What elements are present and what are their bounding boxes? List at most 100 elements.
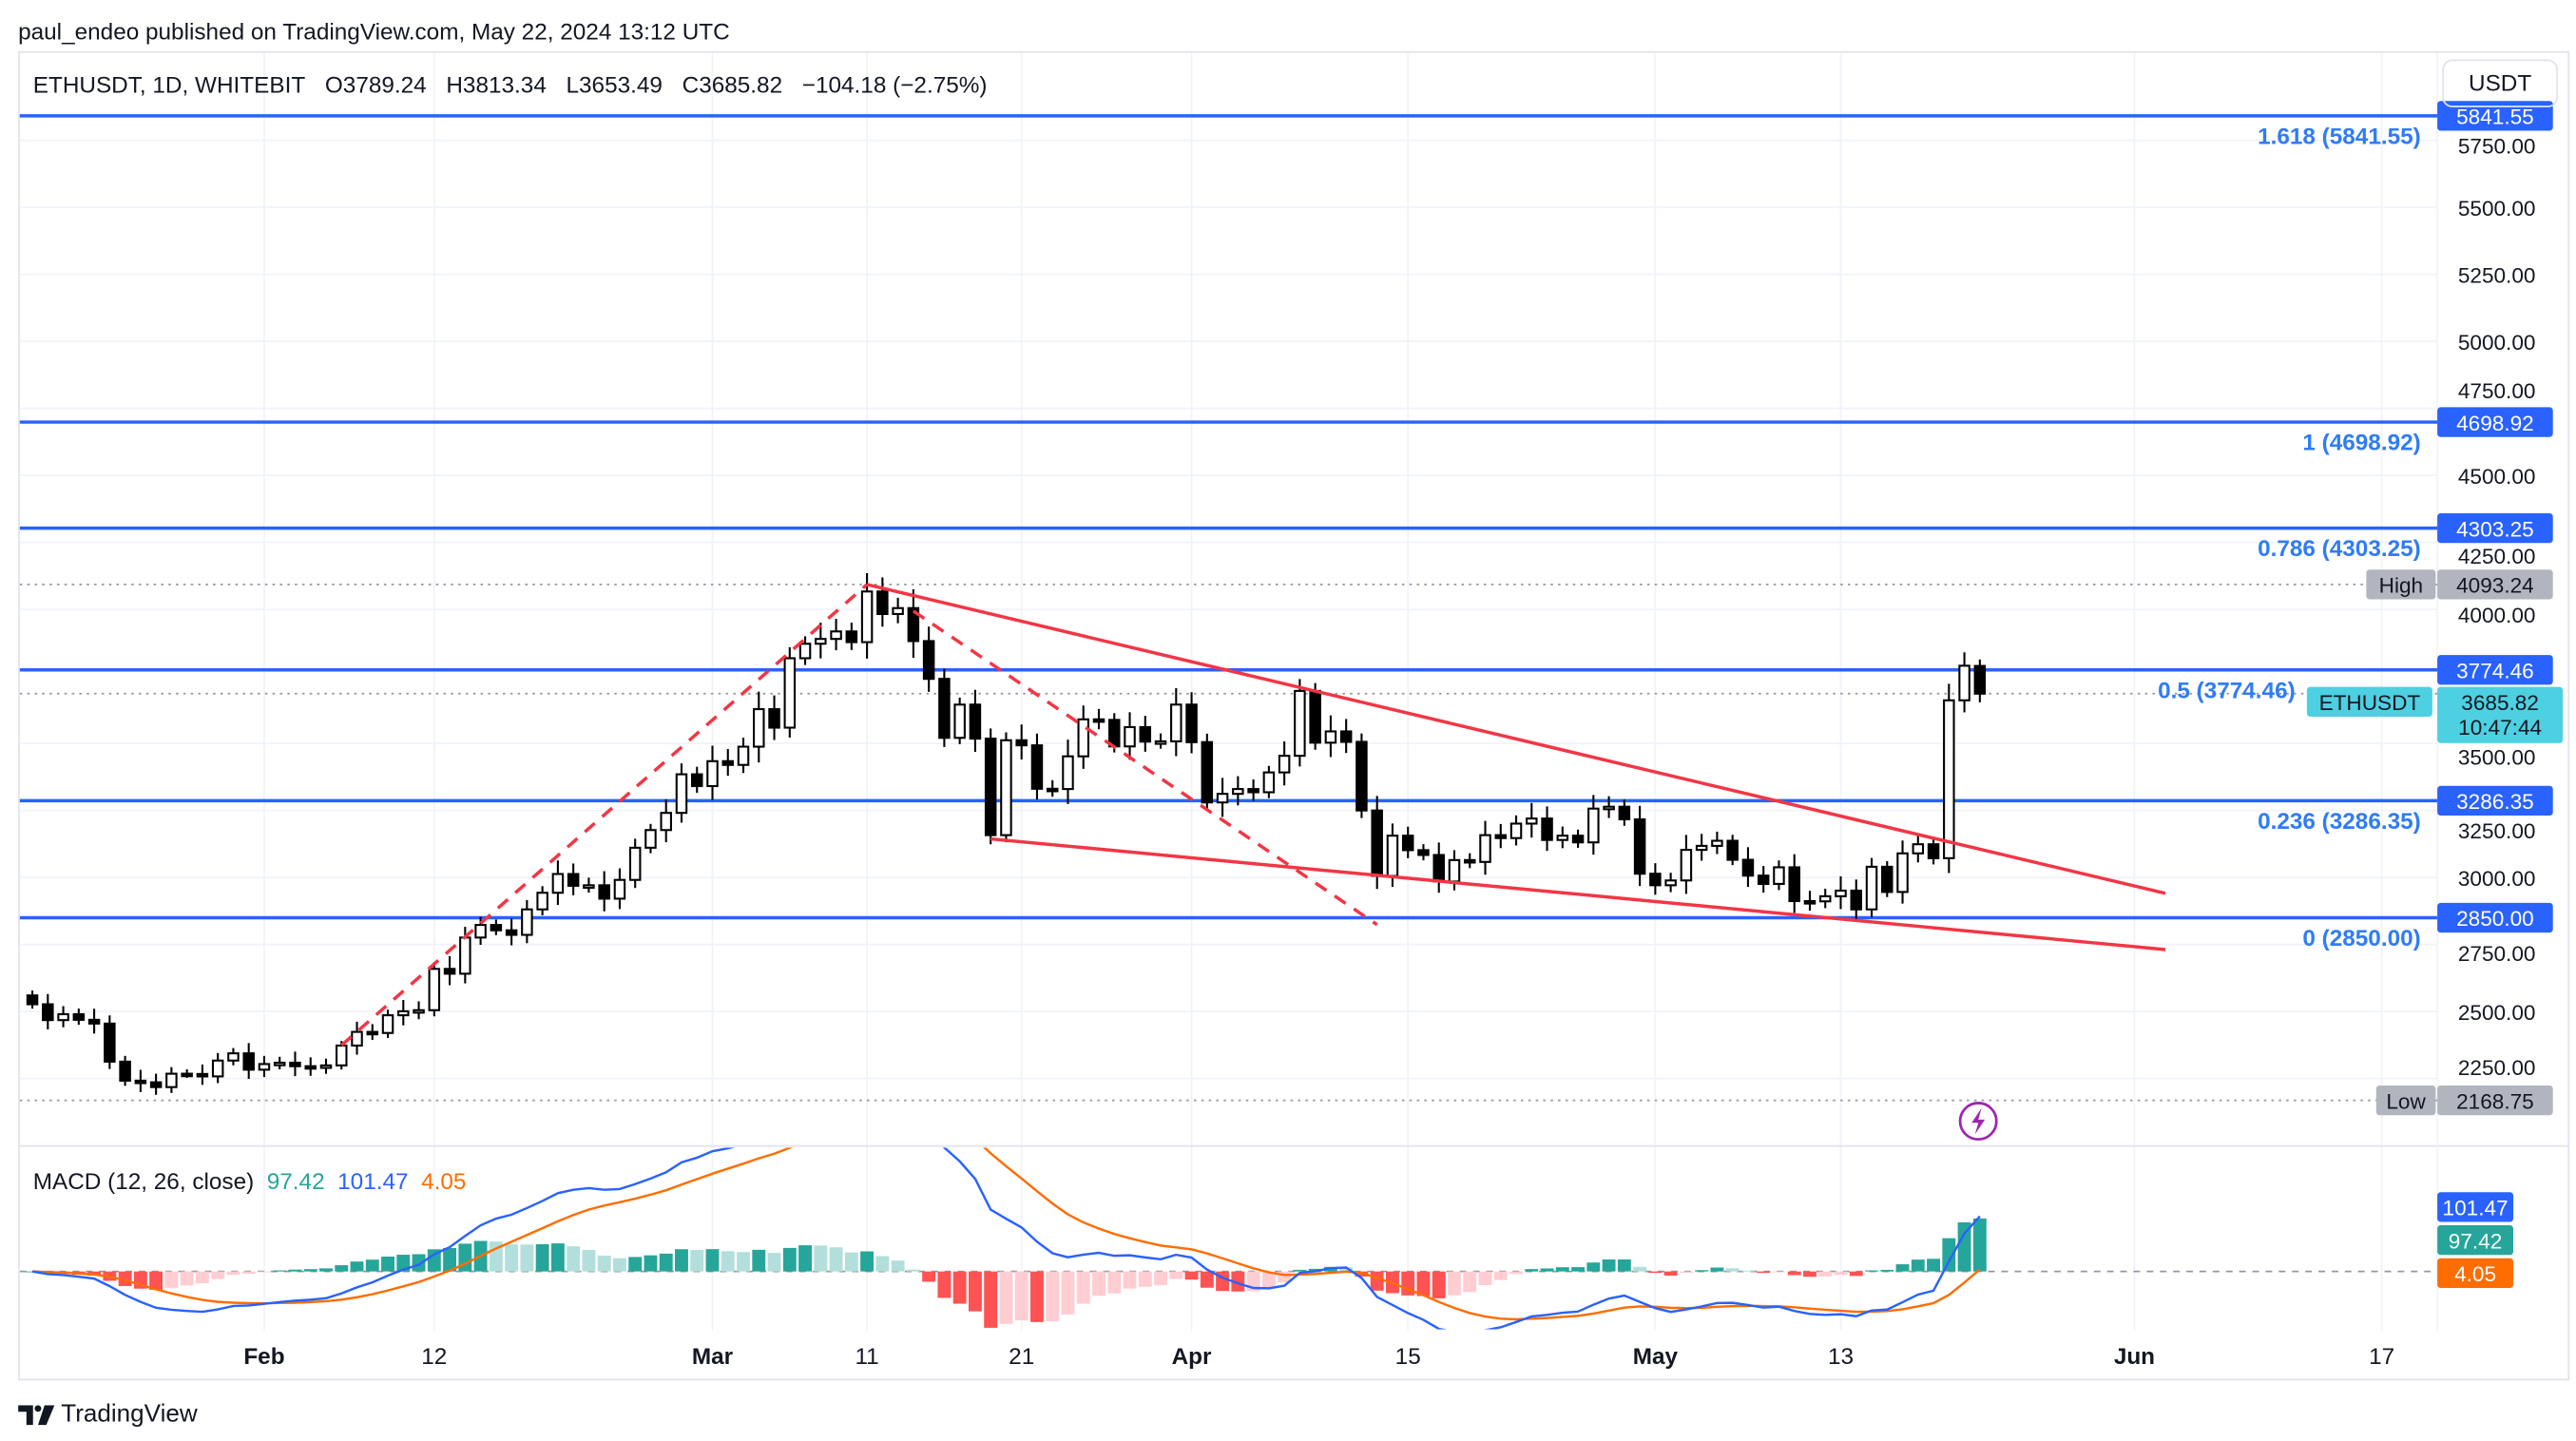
candle-body (1185, 703, 1198, 743)
price-tick-label: 2750.00 (2458, 942, 2536, 966)
price-tick-label: 3000.00 (2458, 867, 2536, 891)
candle-body (1324, 730, 1337, 744)
candle (1185, 692, 1198, 754)
candle (660, 798, 672, 843)
candle (938, 668, 951, 747)
candle-body (1232, 788, 1244, 796)
macd-legend[interactable]: MACD (12, 26, close) 97.42 101.47 4.05 (33, 1167, 467, 1194)
symbol-legend[interactable]: ETHUSDT, 1D, WHITEBIT O3789.24 H3813.34 … (33, 71, 1001, 98)
candle-body (922, 640, 935, 681)
candle (567, 863, 580, 895)
candle (335, 1041, 348, 1070)
ohlc-low: L3653.49 (566, 70, 663, 98)
candle (1092, 708, 1105, 730)
macd-histogram-bar (1030, 1271, 1044, 1322)
candle-body (1062, 755, 1074, 791)
time-axis[interactable]: Feb 12 Mar 11 21 Apr 15 May 13 Jun 17 (243, 1344, 2394, 1370)
candle-body (413, 1009, 425, 1014)
candle-body (366, 1030, 379, 1036)
fib-level-label: 0 (2850.00) (2302, 926, 2420, 951)
fib-level-label: 0.5 (3774.46) (2158, 678, 2296, 703)
macd-histogram-bar (396, 1255, 411, 1272)
time-tick-label: 13 (1828, 1344, 1854, 1370)
macd-histogram-bar (319, 1268, 333, 1272)
macd-histogram-bar (1107, 1271, 1122, 1294)
macd-histogram-bar (1772, 1271, 1786, 1273)
macd-signal-line (32, 1147, 1981, 1321)
candle-body (242, 1052, 255, 1071)
candle-body (443, 968, 456, 975)
low-label-badge-bg (2375, 1085, 2436, 1116)
tradingview-logo[interactable]: TradingView (18, 1400, 198, 1429)
candle (1695, 834, 1708, 861)
candle-body (505, 929, 518, 936)
candle-body (1958, 664, 1970, 701)
candle-body (1850, 889, 1863, 911)
macd-histogram-bar (1633, 1266, 1647, 1272)
candle (1201, 733, 1214, 811)
macd-histogram-bar (241, 1271, 256, 1275)
candle (381, 1009, 394, 1039)
trendlines[interactable] (340, 583, 2166, 1047)
candle (1973, 659, 1987, 702)
candle-body (815, 638, 827, 645)
candle-body (428, 968, 441, 1011)
macd-line-badge: 101.47 (2437, 1192, 2514, 1222)
alert-lightning-icon[interactable] (1958, 1102, 1998, 1142)
candle (521, 899, 533, 944)
candle (1788, 854, 1800, 913)
candle (1835, 875, 1847, 910)
last-price-badge-bg (2437, 686, 2564, 743)
macd-histogram-bar (335, 1265, 349, 1272)
fib-price-badge-text: 4698.92 (2456, 412, 2534, 435)
candle (1463, 853, 1476, 869)
candle-body (1355, 740, 1368, 812)
fib-price-badge-text: 4303.25 (2456, 517, 2534, 541)
macd-histogram-bar (1617, 1259, 1631, 1272)
price-tick-label: 5750.00 (2458, 135, 2536, 159)
candle (1278, 740, 1291, 786)
candle-body (521, 908, 533, 936)
candle-body (211, 1059, 224, 1078)
macd-histogram-bar (906, 1269, 920, 1272)
candle (1401, 826, 1414, 858)
macd-histogram-bar (1478, 1271, 1492, 1286)
candle-body (1865, 865, 1878, 911)
macd-histogram-bar (1695, 1270, 1709, 1272)
macd-histogram-bar (1092, 1271, 1105, 1297)
candle-body (304, 1065, 317, 1070)
price-axis-badges: 5841.55 4698.92 4303.25 3774.46 3286.35 2850.… (2306, 101, 2564, 1116)
macd-histogram-bar (937, 1271, 952, 1298)
candle-body (1154, 740, 1167, 745)
macd-histogram-bar (1278, 1271, 1292, 1282)
price-axis[interactable]: 5750.00 5500.00 5250.00 5000.00 4750.00 4500.… (2458, 135, 2536, 1081)
candle-body (1247, 788, 1259, 794)
candle-body (1046, 787, 1059, 793)
macd-histogram-bar (1154, 1271, 1167, 1286)
fib-price-badge-bg (2437, 513, 2553, 544)
macd-histogram-bar (273, 1270, 287, 1272)
candle-body (628, 846, 642, 881)
currency-button[interactable]: USDT (2442, 59, 2558, 107)
macd-histogram-bar (999, 1271, 1013, 1324)
candle (1124, 712, 1136, 760)
candle (1262, 765, 1276, 798)
candle-body (1386, 835, 1399, 877)
candle-body (165, 1072, 178, 1088)
fib-price-badge-bg (2437, 655, 2553, 685)
trendline-impulse-up (340, 583, 869, 1047)
candle-body (721, 759, 735, 766)
macd-histogram-bar (1448, 1271, 1461, 1296)
candle (845, 623, 858, 650)
macd-line (31, 1147, 1981, 1330)
candle (536, 886, 548, 915)
candle (258, 1055, 271, 1078)
price-tick-label: 4500.00 (2458, 465, 2536, 489)
candle (57, 1006, 69, 1028)
candle-body (1927, 843, 1940, 859)
candle (1603, 796, 1615, 818)
macd-histogram-bar (1261, 1271, 1276, 1288)
candle-body (227, 1052, 240, 1062)
macd-histogram-badge: 97.42 (2437, 1225, 2514, 1256)
